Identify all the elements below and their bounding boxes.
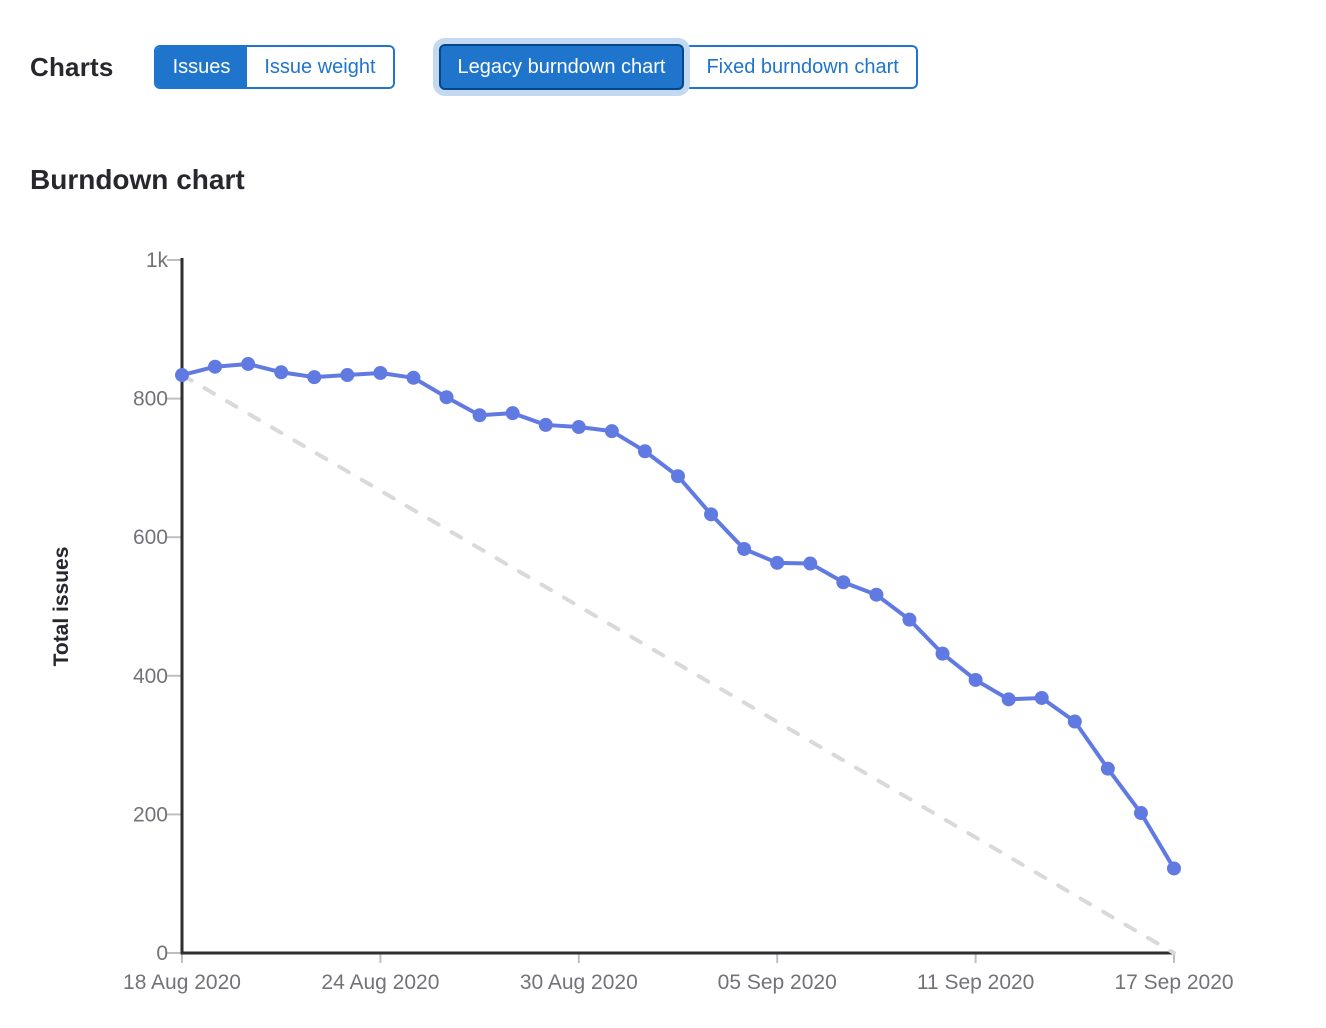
data-point[interactable] xyxy=(307,370,322,385)
data-point[interactable] xyxy=(902,612,917,627)
data-point[interactable] xyxy=(803,556,818,571)
data-point[interactable] xyxy=(1001,692,1016,707)
data-point[interactable] xyxy=(869,587,884,602)
data-point[interactable] xyxy=(1133,806,1148,821)
data-point[interactable] xyxy=(241,356,256,371)
data-point[interactable] xyxy=(1100,761,1115,776)
issue-type-toggle-group: Issues Issue weight xyxy=(153,45,395,89)
y-tick-label: 600 xyxy=(133,526,168,549)
x-tick-label: 05 Sep 2020 xyxy=(718,971,837,994)
data-point[interactable] xyxy=(175,368,189,383)
charts-header: Charts Issues Issue weight Legacy burndo… xyxy=(30,44,918,90)
data-point[interactable] xyxy=(1034,690,1049,705)
ideal-guideline xyxy=(180,373,1176,955)
burndown-line xyxy=(180,361,1176,871)
data-point[interactable] xyxy=(1167,861,1181,876)
y-axis-title: Total issues xyxy=(50,547,73,667)
legacy-burndown-chart-button[interactable]: Legacy burndown chart xyxy=(438,44,685,90)
x-tick-label: 17 Sep 2020 xyxy=(1114,971,1233,994)
data-point[interactable] xyxy=(505,406,520,421)
data-point[interactable] xyxy=(935,646,950,661)
y-tick-label: 200 xyxy=(133,803,168,826)
y-tick-label: 400 xyxy=(133,665,168,688)
data-point[interactable] xyxy=(373,365,388,380)
data-point[interactable] xyxy=(406,370,421,385)
data-point[interactable] xyxy=(770,555,785,570)
data-point[interactable] xyxy=(571,420,586,435)
chart-version-toggle-group: Legacy burndown chart Fixed burndown cha… xyxy=(438,44,918,90)
issues-toggle-button[interactable]: Issues xyxy=(155,47,248,87)
data-point[interactable] xyxy=(538,417,553,432)
data-point[interactable] xyxy=(671,469,685,484)
charts-section-label: Charts xyxy=(30,51,114,82)
data-point[interactable] xyxy=(637,444,652,459)
fixed-burndown-chart-button[interactable]: Fixed burndown chart xyxy=(689,45,918,89)
y-tick-label: 0 xyxy=(156,942,168,965)
data-point[interactable] xyxy=(340,368,355,383)
y-tick-label: 800 xyxy=(133,388,168,411)
data-point[interactable] xyxy=(704,507,719,522)
data-point[interactable] xyxy=(737,541,752,556)
page-title: Burndown chart xyxy=(30,164,245,195)
data-point[interactable] xyxy=(836,575,851,590)
issue-weight-toggle-button[interactable]: Issue weight xyxy=(247,47,393,87)
data-point[interactable] xyxy=(968,672,983,687)
data-point[interactable] xyxy=(439,390,454,405)
data-point[interactable] xyxy=(208,359,223,374)
y-tick-label: 1k xyxy=(146,249,169,272)
x-tick-label: 18 Aug 2020 xyxy=(123,971,241,994)
data-point[interactable] xyxy=(472,408,487,423)
x-tick-label: 30 Aug 2020 xyxy=(520,971,638,994)
data-point[interactable] xyxy=(274,365,289,380)
x-tick-label: 11 Sep 2020 xyxy=(917,971,1035,994)
x-tick-label: 24 Aug 2020 xyxy=(321,971,439,994)
data-point[interactable] xyxy=(604,424,619,439)
data-point[interactable] xyxy=(1067,714,1082,729)
